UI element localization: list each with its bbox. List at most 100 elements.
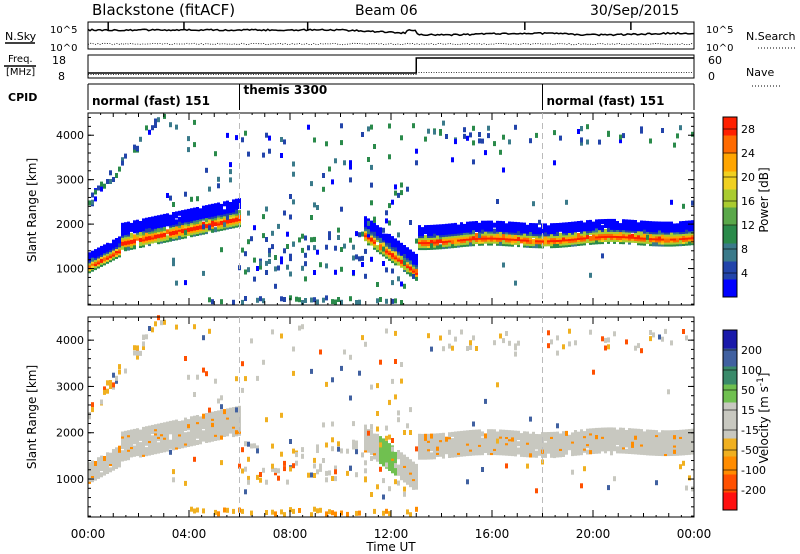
power-cell <box>178 210 181 216</box>
velocity-cell <box>640 348 643 354</box>
power-cell <box>259 260 262 266</box>
velocity-cell <box>592 369 595 375</box>
velocity-cell <box>226 427 229 433</box>
power-cell <box>682 203 685 209</box>
power-colorbar-swatch <box>723 261 737 280</box>
power-cell <box>139 221 142 226</box>
velocity-cell <box>391 446 394 452</box>
velocity-cell <box>136 350 139 356</box>
velocity-cell <box>652 429 655 435</box>
velocity-cell <box>520 433 523 439</box>
power-cell <box>361 132 364 137</box>
velocity-cell <box>526 463 529 469</box>
velocity-cell <box>370 429 373 435</box>
power-cell <box>535 243 538 249</box>
velocity-cell <box>154 440 157 446</box>
power-cell <box>643 232 646 238</box>
power-cell <box>229 162 232 168</box>
velocity-cell <box>241 468 244 474</box>
y-tick-label: 1000 <box>56 473 84 486</box>
power-cell <box>601 253 604 259</box>
velocity-cell <box>346 511 349 517</box>
power-cell <box>304 276 307 282</box>
velocity-cell <box>382 457 385 463</box>
power-cell <box>124 222 127 228</box>
power-cell <box>88 200 91 206</box>
velocity-cell <box>652 332 655 338</box>
power-cell <box>280 296 283 302</box>
velocity-cell <box>193 415 196 421</box>
velocity-cell <box>598 427 601 433</box>
power-cell <box>577 129 580 134</box>
power-cell <box>580 140 583 146</box>
velocity-cell <box>97 467 100 473</box>
power-cell <box>658 235 661 241</box>
velocity-cell <box>190 506 193 512</box>
velocity-cell <box>631 428 634 434</box>
power-cell <box>304 298 307 303</box>
power-cell <box>508 221 511 227</box>
velocity-cell <box>655 430 658 436</box>
power-cell <box>148 227 151 233</box>
power-cell <box>190 208 193 214</box>
velocity-cell <box>550 431 553 437</box>
power-cell <box>214 227 217 233</box>
power-cell <box>283 210 286 216</box>
power-cell <box>517 236 520 242</box>
power-cell <box>688 220 691 226</box>
velocity-cell <box>265 510 268 515</box>
velocity-cell <box>607 485 610 491</box>
velocity-cell <box>145 447 148 453</box>
velocity-cell <box>355 510 358 516</box>
velocity-cell <box>139 448 142 454</box>
velocity-cell <box>625 448 628 454</box>
noise-sky-label: N.Sky <box>5 30 37 43</box>
power-cell <box>295 296 298 302</box>
power-cell <box>238 210 241 216</box>
power-cell <box>427 225 430 230</box>
power-cell <box>682 221 685 226</box>
power-cell <box>421 227 424 233</box>
power-cell <box>262 152 265 158</box>
time-tick-label: 00:00 <box>677 527 712 541</box>
power-cell <box>325 263 328 269</box>
power-colorbar-tick-label: 8 <box>741 243 748 256</box>
velocity-cell <box>364 443 367 449</box>
power-cell <box>256 297 259 303</box>
velocity-cell <box>250 510 253 516</box>
velocity-cell <box>376 433 379 439</box>
velocity-cell <box>166 429 169 435</box>
velocity-cell <box>187 419 190 425</box>
power-cell <box>394 238 397 244</box>
power-cell <box>214 151 217 157</box>
velocity-cell <box>475 429 478 435</box>
power-cell <box>103 183 106 189</box>
velocity-cell <box>325 442 328 448</box>
power-cell <box>151 125 154 131</box>
power-cell <box>349 237 352 243</box>
power-cell <box>442 120 445 126</box>
power-cell <box>226 204 229 210</box>
power-colorbar-tick-label: 16 <box>741 195 755 208</box>
power-cell <box>334 158 337 164</box>
velocity-cell <box>523 439 526 445</box>
power-cell <box>451 239 454 245</box>
power-cell <box>211 219 214 225</box>
velocity-cell <box>451 438 454 444</box>
velocity-cell <box>202 430 205 436</box>
power-cell <box>268 247 271 253</box>
power-cell <box>592 221 595 227</box>
velocity-cell <box>349 465 352 471</box>
velocity-cell <box>397 464 400 470</box>
velocity-cell <box>310 472 313 478</box>
velocity-cell <box>322 422 325 428</box>
freq-tick-top: 18 <box>52 54 66 67</box>
power-cell <box>172 261 175 267</box>
velocity-cell <box>175 440 178 446</box>
power-cell <box>142 218 145 224</box>
power-cell <box>499 220 502 226</box>
velocity-cell <box>376 456 379 462</box>
velocity-cell <box>493 435 496 441</box>
velocity-cell <box>520 449 523 455</box>
power-cell <box>466 221 469 227</box>
